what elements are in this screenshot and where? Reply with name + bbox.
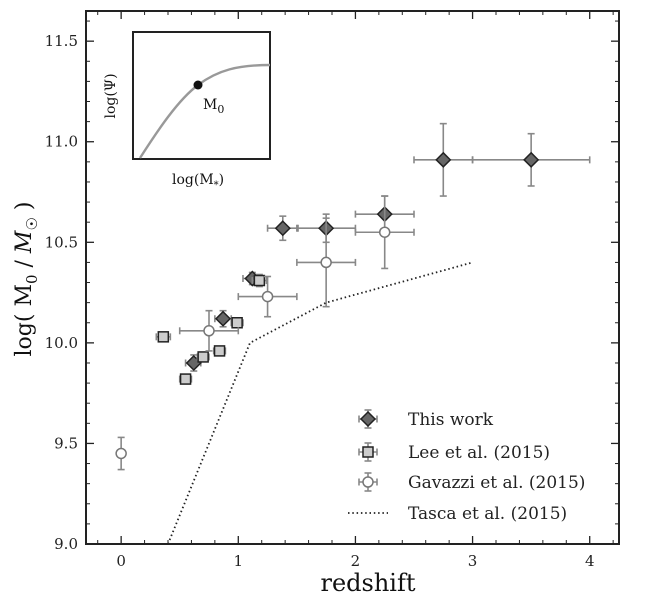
y-tick-label: 11.0 bbox=[45, 133, 78, 151]
x-tick-label: 1 bbox=[234, 552, 244, 570]
inset-m0-label-sub: 0 bbox=[217, 103, 224, 116]
data-point-gavazzi bbox=[378, 226, 391, 238]
data-point-gavazzi bbox=[203, 325, 215, 337]
legend-label-gavazzi: Gavazzi et al. (2015) bbox=[408, 473, 585, 493]
x-tick-label: 2 bbox=[351, 552, 361, 570]
y-tick-label: 9.5 bbox=[54, 434, 78, 452]
data-point-this-work bbox=[274, 220, 291, 237]
legend-swatch-gavazzi bbox=[362, 476, 374, 488]
data-point-lee bbox=[253, 274, 266, 287]
data-point-lee bbox=[213, 345, 226, 357]
data-point-gavazzi bbox=[320, 256, 332, 269]
y-axis-title-sun-symbol: ☉ bbox=[23, 217, 41, 230]
data-point-this-work bbox=[214, 310, 232, 327]
x-tick-label: 3 bbox=[468, 552, 478, 570]
y-tick-label: 10.5 bbox=[45, 233, 78, 251]
y-axis-title-sub-0: 0 bbox=[23, 274, 41, 284]
legend-swatch-this-work bbox=[359, 410, 377, 428]
data-point-lee bbox=[179, 373, 192, 385]
data-point-this-work bbox=[523, 151, 540, 168]
tick-labels: 0 1 2 3 4 9.0 9.5 10.0 10.5 11.0 11.5 bbox=[45, 32, 595, 570]
legend-item-lee bbox=[358, 442, 378, 462]
legend-label-tasca: Tasca et al. (2015) bbox=[408, 504, 567, 524]
series-this-work bbox=[184, 122, 591, 372]
data-point-gavazzi bbox=[115, 447, 127, 460]
tasca-line bbox=[167, 261, 473, 545]
y-tick-label: 11.5 bbox=[45, 32, 78, 50]
y-axis-title-part-2: / bbox=[12, 253, 37, 274]
series-tasca bbox=[167, 261, 473, 545]
data-point-lee bbox=[231, 317, 243, 329]
plot-frame bbox=[85, 10, 620, 545]
inset-x-axis-title: log(M*) bbox=[172, 172, 224, 191]
x-tick-label: 4 bbox=[585, 552, 595, 570]
inset-y-axis-title: log(Ψ) bbox=[103, 73, 119, 118]
y-axis-title-part-4: ) bbox=[12, 202, 37, 218]
y-axis-title: log( M0 / M☉ ) bbox=[12, 202, 41, 357]
y-axis-title-part-3: M bbox=[12, 230, 37, 254]
x-tick-label: 0 bbox=[116, 552, 126, 570]
series-layer bbox=[115, 122, 591, 545]
legend-label-lee: Lee et al. (2015) bbox=[408, 443, 550, 463]
legend-label-this-work: This work bbox=[408, 410, 494, 430]
y-tick-label: 10.0 bbox=[45, 334, 78, 352]
x-axis-title: redshift bbox=[320, 569, 415, 597]
data-point-lee bbox=[157, 331, 170, 343]
legend-item-this-work bbox=[358, 409, 378, 429]
y-tick-label: 9.0 bbox=[54, 535, 78, 553]
series-gavazzi bbox=[115, 195, 415, 471]
data-point-gavazzi bbox=[261, 290, 274, 303]
inset-plot: M0 log(Ψ) log(M*) bbox=[103, 31, 271, 191]
inset-x-axis-title-close: ) bbox=[219, 172, 224, 188]
inset-x-axis-title-sub: * bbox=[214, 180, 219, 191]
data-point-this-work bbox=[435, 151, 452, 168]
legend: This work Lee et al. (2015) Gavazzi et a… bbox=[348, 409, 585, 524]
series-lee bbox=[155, 273, 268, 385]
y-axis-title-part-1: log( M bbox=[12, 284, 37, 356]
data-point-lee bbox=[197, 351, 209, 363]
legend-item-gavazzi bbox=[358, 472, 378, 492]
inset-m0-point bbox=[193, 80, 203, 90]
inset-frame bbox=[132, 31, 271, 160]
legend-swatch-lee bbox=[362, 446, 374, 458]
